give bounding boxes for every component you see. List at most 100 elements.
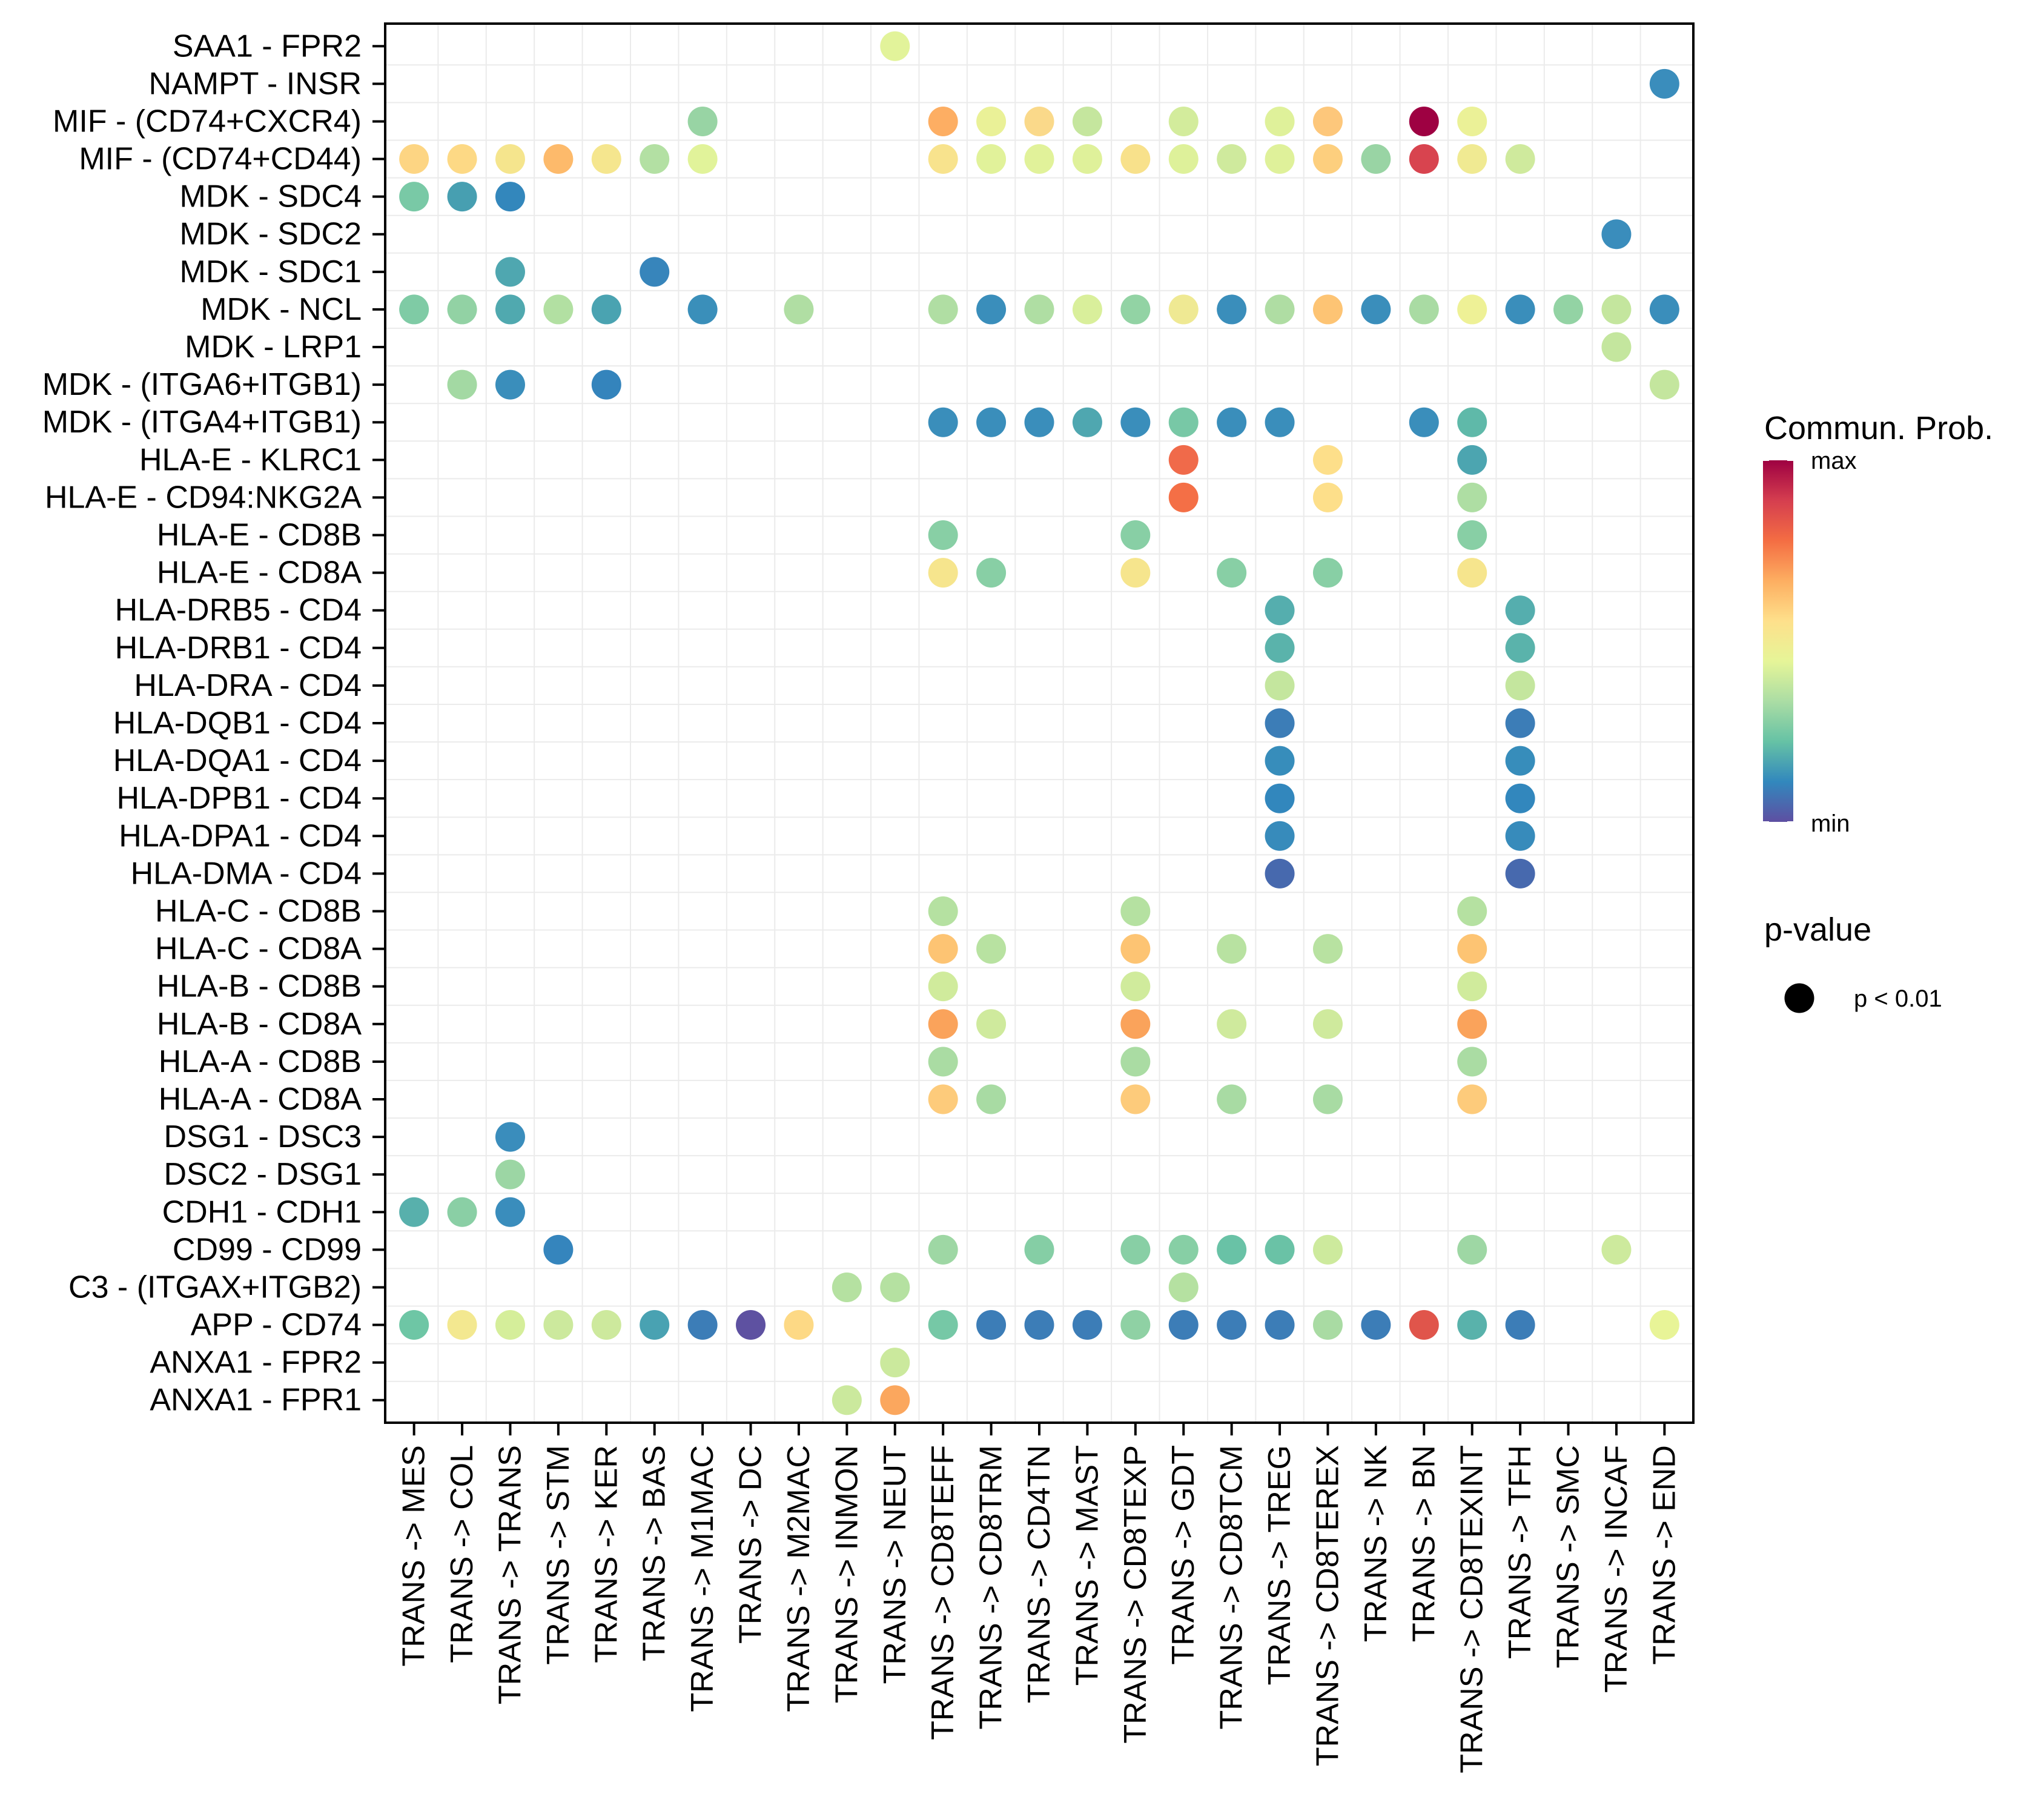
color-legend-max-label: max [1811,448,1857,474]
data-point [1601,332,1632,362]
data-point [1312,1084,1343,1114]
size-legend-dot [1784,983,1814,1013]
y-tick-label: ANXA1 - FPR1 [150,1383,362,1418]
data-point [1024,407,1054,437]
data-point [495,369,525,400]
x-tick-label: TRANS -> NK [1358,1445,1394,1642]
data-point [784,1310,814,1340]
data-point [1072,294,1102,325]
data-point [1505,1310,1535,1340]
y-tick-label: HLA-E - KLRC1 [139,442,362,477]
data-point [1072,1310,1102,1340]
data-point [447,1310,477,1340]
data-point [1505,144,1535,174]
y-tick-label: HLA-E - CD8B [157,518,362,553]
data-point [1601,294,1632,325]
data-point [1265,106,1295,136]
y-tick-label: HLA-DPB1 - CD4 [116,781,362,816]
data-point [1457,144,1487,174]
x-tick-label: TRANS -> BAS [637,1445,672,1661]
y-tick-label: MDK - SDC1 [180,254,362,290]
y-tick-label: MDK - NCL [200,292,362,327]
y-tick-label: HLA-DQB1 - CD4 [113,706,362,741]
data-point [1120,971,1151,1002]
data-point [1457,407,1487,437]
x-tick-label: TRANS -> CD8TEREX [1310,1445,1345,1766]
data-point [1120,558,1151,588]
data-point [591,1310,621,1340]
data-point [543,1310,574,1340]
data-point [1217,558,1247,588]
data-point [1120,1009,1151,1039]
data-point [1217,1009,1247,1039]
y-tick-label: HLA-C - CD8B [155,893,362,928]
data-point [640,144,670,174]
data-point [1217,407,1247,437]
y-tick-label: MIF - (CD74+CD44) [79,142,362,177]
data-point [1217,144,1247,174]
data-point [1457,1084,1487,1114]
data-point [928,1047,958,1077]
data-point [1120,144,1151,174]
data-point [495,257,525,287]
data-point [399,1310,429,1340]
x-tick-label: TRANS -> NEUT [878,1445,913,1684]
size-legend-label: p < 0.01 [1854,985,1942,1012]
x-tick-label: TRANS -> INCAF [1599,1445,1634,1693]
x-tick-label: TRANS -> BN [1406,1445,1441,1642]
y-tick-label: MDK - (ITGA6+ITGB1) [42,367,362,402]
data-point [447,294,477,325]
data-point [1457,558,1487,588]
data-point [1265,1234,1295,1265]
data-point [591,144,621,174]
x-tick-label: TRANS -> GDT [1166,1445,1201,1665]
data-point [784,294,814,325]
data-point [1120,407,1151,437]
data-point [976,934,1007,964]
data-point [447,144,477,174]
y-tick-label: HLA-E - CD8A [157,555,362,591]
data-point [1409,106,1439,136]
data-point [976,1310,1007,1340]
data-point [495,182,525,212]
data-point [1265,783,1295,813]
data-point [1217,1234,1247,1265]
data-point [399,294,429,325]
x-tick-label: TRANS -> TRANS [492,1445,528,1704]
x-tick-label: TRANS -> DC [733,1445,769,1644]
data-point [1505,746,1535,776]
data-point [1312,934,1343,964]
x-tick-label: TRANS -> TREG [1262,1445,1297,1685]
x-tick-label: TRANS -> CD8TRM [974,1445,1009,1729]
x-axis: TRANS -> MES TRANS -> COL TRANS -> TRANS TR… [397,1423,1682,1773]
x-tick-label: TRANS -> TFH [1503,1445,1538,1659]
data-point [1168,1234,1199,1265]
data-point [1409,407,1439,437]
grid-lines [385,24,1693,1423]
data-point [928,1084,958,1114]
data-point [1457,1234,1487,1265]
x-tick-label: TRANS -> M1MAC [685,1445,720,1712]
data-point [1601,1234,1632,1265]
data-point [1312,482,1343,512]
data-point [1457,445,1487,475]
y-tick-label: ANXA1 - FPR2 [150,1345,362,1380]
y-tick-label: APP - CD74 [191,1308,362,1343]
y-tick-label: MDK - SDC2 [180,217,362,252]
legend: Commun. Prob. max min p-value p < 0.01 [1763,410,1993,1013]
data-point [1265,407,1295,437]
x-tick-label: TRANS -> CD8TEFF [925,1445,961,1740]
data-point [1312,1310,1343,1340]
data-point [543,1234,574,1265]
data-point [543,144,574,174]
data-point [976,144,1007,174]
x-tick-label: TRANS -> SMC [1551,1445,1586,1668]
x-tick-label: TRANS -> CD8TCM [1214,1445,1249,1729]
data-point [447,369,477,400]
data-point [1312,558,1343,588]
data-point [1168,1310,1199,1340]
data-point [1168,106,1199,136]
data-point [1120,934,1151,964]
y-tick-label: MIF - (CD74+CXCR4) [53,104,362,139]
